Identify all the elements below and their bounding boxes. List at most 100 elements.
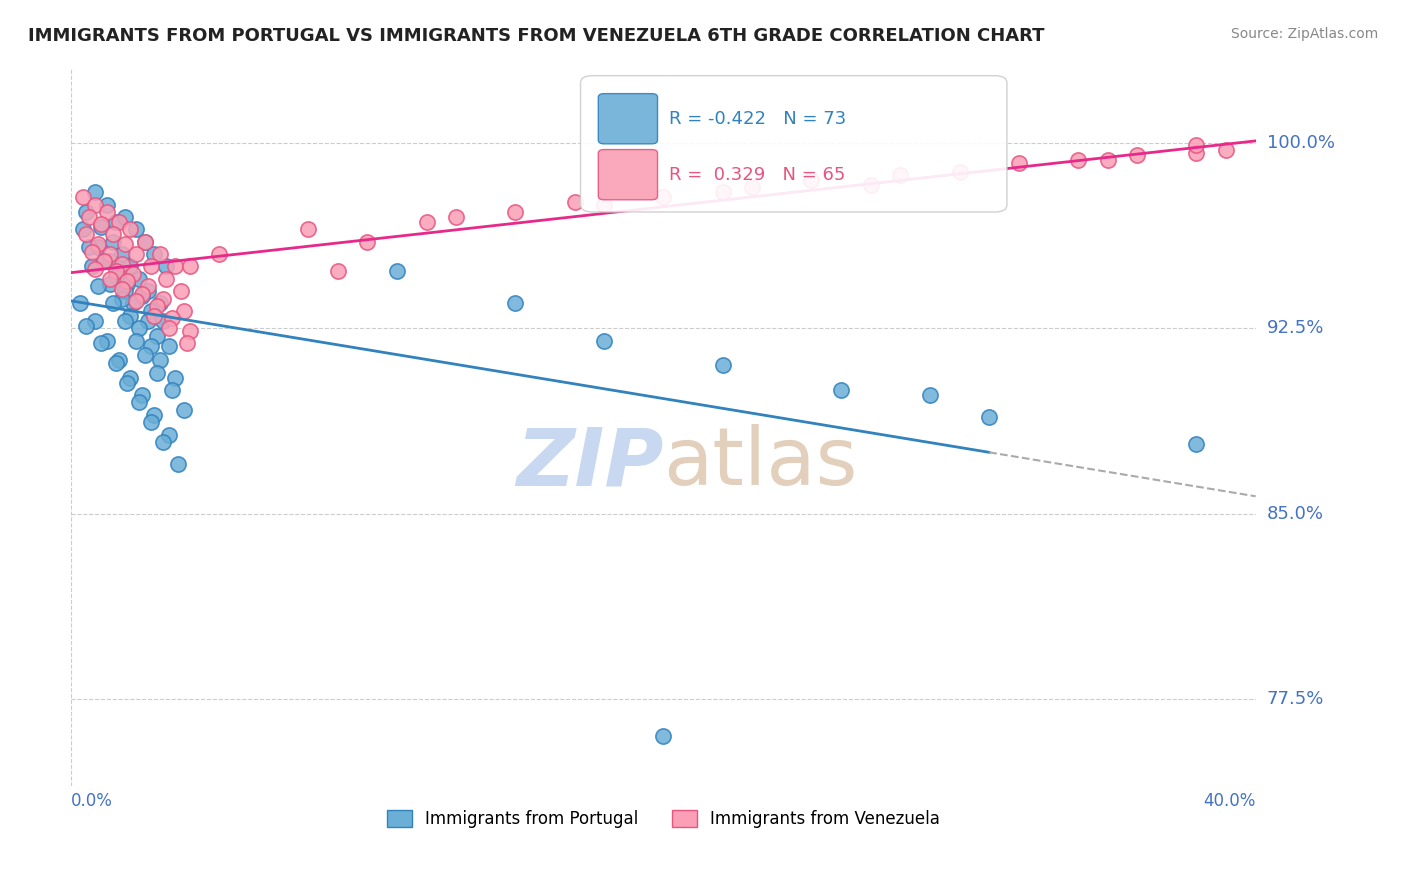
Point: [93, 254, 115, 268]
Point: [134, 348, 156, 362]
Point: [157, 427, 180, 442]
Point: [141, 260, 163, 274]
Point: [146, 366, 169, 380]
Text: IMMIGRANTS FROM PORTUGAL VS IMMIGRANTS FROM VENEZUELA 6TH GRADE CORRELATION CHAR: IMMIGRANTS FROM PORTUGAL VS IMMIGRANTS F…: [28, 27, 1045, 45]
Point: [652, 190, 675, 204]
Point: [143, 309, 166, 323]
Point: [117, 376, 139, 390]
Point: [90, 336, 112, 351]
Point: [96, 205, 118, 219]
Point: [141, 415, 163, 429]
Point: [1215, 143, 1237, 157]
Point: [120, 370, 142, 384]
Point: [125, 222, 148, 236]
Point: [652, 729, 675, 743]
Point: [117, 277, 139, 291]
Point: [114, 237, 136, 252]
Point: [564, 195, 586, 210]
Point: [117, 274, 139, 288]
Point: [173, 304, 195, 318]
Point: [104, 215, 127, 229]
Point: [163, 370, 186, 384]
Point: [1097, 153, 1119, 167]
Point: [98, 254, 121, 268]
Point: [136, 279, 159, 293]
Point: [110, 257, 132, 271]
Point: [505, 296, 527, 310]
Text: ZIP: ZIP: [516, 424, 664, 502]
Point: [110, 282, 132, 296]
Point: [104, 264, 127, 278]
Point: [93, 254, 115, 268]
Point: [979, 410, 1001, 425]
FancyBboxPatch shape: [599, 150, 658, 200]
Point: [110, 247, 132, 261]
Point: [114, 210, 136, 224]
Point: [98, 272, 121, 286]
Point: [125, 293, 148, 308]
Point: [1008, 155, 1031, 169]
Point: [1067, 153, 1090, 167]
Point: [84, 261, 107, 276]
Point: [1185, 138, 1208, 153]
Point: [149, 247, 172, 261]
Point: [157, 321, 180, 335]
Point: [84, 197, 107, 211]
Point: [72, 190, 94, 204]
Point: [114, 284, 136, 298]
Point: [101, 235, 124, 249]
Point: [741, 180, 763, 194]
Point: [859, 178, 882, 192]
Point: [90, 219, 112, 234]
Point: [80, 260, 103, 274]
Point: [1185, 145, 1208, 160]
Point: [84, 314, 107, 328]
Text: atlas: atlas: [664, 424, 858, 502]
Point: [163, 260, 186, 274]
FancyBboxPatch shape: [581, 76, 1007, 212]
Point: [149, 353, 172, 368]
Point: [69, 296, 91, 310]
Point: [208, 247, 231, 261]
Point: [98, 277, 121, 291]
Point: [889, 168, 911, 182]
Point: [179, 324, 201, 338]
Text: 85.0%: 85.0%: [1267, 505, 1324, 523]
Text: 77.5%: 77.5%: [1267, 690, 1324, 708]
Text: R =  0.329   N = 65: R = 0.329 N = 65: [669, 166, 846, 184]
Point: [87, 239, 110, 253]
Point: [800, 173, 823, 187]
Point: [711, 359, 734, 373]
Point: [101, 296, 124, 310]
Point: [711, 185, 734, 199]
Text: 92.5%: 92.5%: [1267, 319, 1324, 337]
Point: [101, 227, 124, 242]
Point: [134, 235, 156, 249]
Point: [166, 457, 188, 471]
Point: [593, 334, 616, 348]
Point: [125, 247, 148, 261]
Point: [87, 279, 110, 293]
Point: [90, 218, 112, 232]
Point: [152, 435, 174, 450]
Point: [157, 338, 180, 352]
Point: [96, 197, 118, 211]
Point: [107, 215, 129, 229]
Point: [155, 260, 177, 274]
Point: [179, 260, 201, 274]
Point: [114, 314, 136, 328]
Point: [948, 165, 970, 179]
Point: [96, 334, 118, 348]
Point: [152, 314, 174, 328]
Point: [146, 328, 169, 343]
Point: [122, 296, 145, 310]
Point: [131, 289, 153, 303]
Point: [326, 264, 349, 278]
Legend: Immigrants from Portugal, Immigrants from Venezuela: Immigrants from Portugal, Immigrants fro…: [380, 804, 946, 835]
Point: [75, 227, 97, 242]
Point: [128, 395, 150, 409]
Point: [297, 222, 319, 236]
Text: R = -0.422   N = 73: R = -0.422 N = 73: [669, 110, 846, 128]
Point: [128, 321, 150, 335]
Point: [136, 314, 159, 328]
